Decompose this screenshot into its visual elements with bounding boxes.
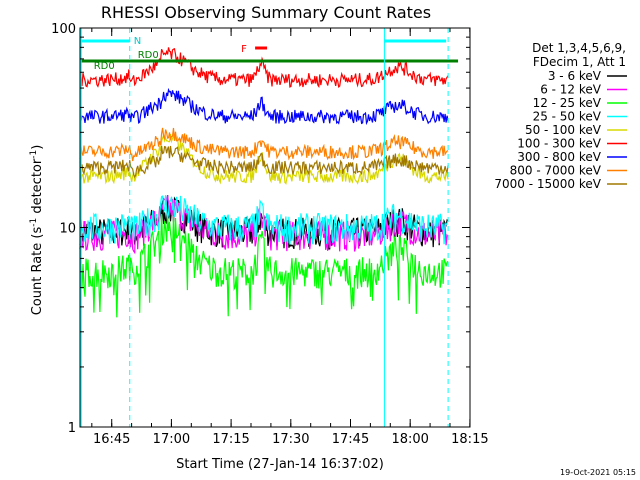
- series-line-5: [79, 47, 449, 89]
- series-7: [79, 127, 449, 162]
- y-tick-label-1: 10: [59, 222, 76, 237]
- series-8: [79, 145, 449, 179]
- series-line-8: [79, 145, 449, 179]
- series-6: [79, 87, 449, 126]
- chart-title: RHESSI Observing Summary Count Rates: [101, 3, 431, 22]
- tick-layer: 16:45 17:00 17:15 17:30 17:45 18:00 18:15 1 10 10…: [51, 22, 488, 447]
- legend-label-3: 25 - 50 keV: [533, 110, 602, 124]
- legend-label-7: 800 - 7000 keV: [510, 164, 602, 178]
- n-label: N: [134, 36, 141, 47]
- x-tick-label-5: 18:00: [391, 432, 428, 447]
- y-axis-label: Count Rate (s-1 detector-1): [29, 145, 45, 316]
- y-axis-label-main: Count Rate (s: [30, 227, 45, 316]
- x-tick-label-6: 18:15: [451, 432, 488, 447]
- y-tick-label-2: 100: [51, 22, 76, 37]
- y-axis-label-end: ): [30, 145, 45, 150]
- legend-label-1: 6 - 12 keV: [540, 83, 602, 97]
- rd0-label-2: RD0: [138, 50, 159, 61]
- legend-label-8: 7000 - 15000 keV: [494, 177, 601, 191]
- x-tick-label-3: 17:30: [272, 432, 309, 447]
- series-layer: [79, 47, 449, 318]
- legend-header-2: FDecim 1, Att 1: [533, 55, 626, 69]
- legend-label-5: 100 - 300 keV: [517, 137, 601, 151]
- series-line-6: [79, 87, 449, 126]
- y-axis-label-mid: detector: [30, 158, 45, 218]
- flare-label: F: [241, 44, 247, 55]
- series-line-3: [80, 195, 449, 245]
- legend: Det 1,3,4,5,6,9, FDecim 1, Att 1 3 - 6 k…: [494, 41, 627, 191]
- legend-label-4: 50 - 100 keV: [525, 123, 602, 137]
- legend-label-6: 300 - 800 keV: [517, 150, 601, 164]
- y-axis-label-sup1: -1: [29, 218, 39, 227]
- x-tick-label-1: 17:00: [153, 432, 190, 447]
- series-5: [79, 47, 449, 89]
- rd0-label: RD0: [94, 61, 115, 72]
- legend-label-0: 3 - 6 keV: [548, 69, 602, 83]
- footer-timestamp: 19-Oct-2021 05:15: [560, 468, 636, 477]
- legend-header-1: Det 1,3,4,5,6,9,: [532, 41, 626, 55]
- x-axis-label: Start Time (27-Jan-14 16:37:02): [176, 457, 384, 472]
- series-3: [80, 195, 449, 245]
- series-line-2: [79, 213, 449, 318]
- x-tick-label-4: 17:45: [332, 432, 369, 447]
- y-axis-label-sup2: -1: [29, 150, 39, 159]
- y-tick-label-0: 1: [68, 421, 76, 436]
- series-line-7: [79, 127, 449, 162]
- series-2: [79, 213, 449, 318]
- x-tick-label-0: 16:45: [93, 432, 130, 447]
- x-tick-label-2: 17:15: [212, 432, 249, 447]
- legend-label-2: 12 - 25 keV: [533, 96, 602, 110]
